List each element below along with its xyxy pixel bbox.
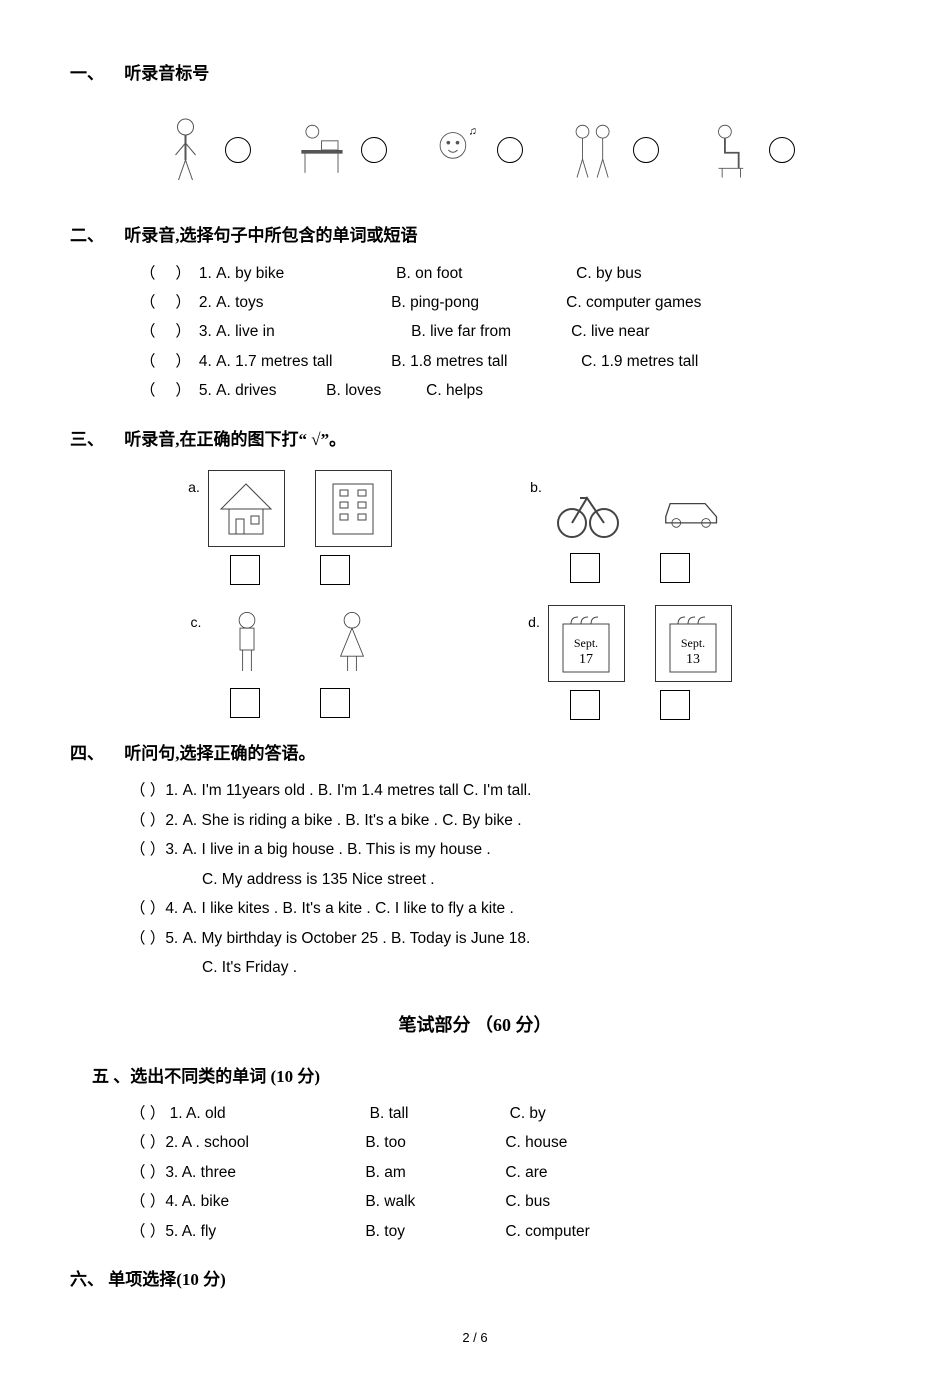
svg-text:Sept.: Sept. (574, 636, 598, 650)
blank-paren[interactable]: （ ） (130, 1164, 165, 1181)
section-num: 三、 (70, 424, 120, 456)
blank-paren[interactable]: （ ） (130, 1134, 165, 1151)
section-1-title: 一、 听录音标号 (70, 58, 880, 90)
panel-label-a: a. (188, 470, 200, 501)
img-item-5 (699, 110, 795, 190)
answer-circle[interactable] (361, 137, 387, 163)
answer-circle[interactable] (633, 137, 659, 163)
q4-5: （ ）5. A. My birthday is October 25 . B. … (70, 924, 880, 953)
standing-person-icon (155, 110, 215, 190)
checkbox[interactable] (320, 555, 350, 585)
answer-circle[interactable] (769, 137, 795, 163)
q2-1: （ ）1. A. by bikeB. on footC. by bus (70, 259, 880, 288)
img-item-4 (563, 110, 659, 190)
q5-1: （ ） 1. A. oldB. tallC. by (70, 1099, 880, 1128)
two-people-icon (563, 110, 623, 190)
page-footer: 2 / 6 (70, 1326, 880, 1351)
section-text: 听录音标号 (124, 64, 209, 83)
house-icon (208, 470, 285, 547)
svg-text:13: 13 (686, 652, 700, 667)
q2-5: （ ）5. A. drivesB. lovesC. helps (70, 376, 880, 405)
q4-2: （ ）2. A. She is riding a bike . B. It's … (70, 806, 880, 835)
q5-2: （ ）2. A . schoolB. tooC. house (70, 1128, 880, 1157)
checkbox[interactable] (570, 690, 600, 720)
apartment-icon (315, 470, 392, 547)
section-2-title: 二、 听录音,选择句子中所包含的单词或短语 (70, 220, 880, 252)
checkbox[interactable] (660, 690, 690, 720)
blank-paren[interactable]: （ ） (140, 353, 199, 370)
q4-3-cont: C. My address is 135 Nice street . (70, 865, 880, 894)
q4-3: （ ）3. A. I live in a big house . B. This… (70, 835, 880, 864)
checkbox[interactable] (230, 688, 260, 718)
section-text: 听录音,在正确的图下打“ √”。 (124, 430, 346, 449)
blank-paren[interactable]: （ ） (130, 812, 165, 829)
panel-label-d: d. (528, 605, 540, 636)
girl-icon (314, 605, 389, 680)
blank-paren[interactable]: （ ） (130, 1193, 165, 1210)
section-text: 听问句,选择正确的答语。 (124, 744, 315, 763)
calendar-sept17-icon: Sept. 17 (548, 605, 625, 682)
car-icon (655, 470, 730, 545)
blank-paren[interactable]: （ ） (130, 782, 165, 799)
section-6-title: 六、 单项选择(10 分) (70, 1264, 880, 1296)
desk-person-icon (291, 110, 351, 190)
bike-icon (550, 470, 625, 545)
section-5-questions: （ ） 1. A. oldB. tallC. by （ ）2. A . scho… (70, 1099, 880, 1246)
img-item-1 (155, 110, 251, 190)
blank-paren[interactable]: （ ） (140, 382, 199, 399)
q4-1: （ ）1. A. I'm 11years old . B. I'm 1.4 me… (70, 776, 880, 805)
answer-circle[interactable] (497, 137, 523, 163)
q2-4: （ ）4. A. 1.7 metres tallB. 1.8 metres ta… (70, 347, 880, 376)
blank-paren[interactable]: （ ） (140, 265, 199, 282)
boy-icon (209, 605, 284, 680)
section-4-questions: （ ）1. A. I'm 11years old . B. I'm 1.4 me… (70, 776, 880, 982)
svg-text:♫: ♫ (468, 126, 476, 138)
checkbox[interactable] (570, 553, 600, 583)
section-2-questions: （ ）1. A. by bikeB. on footC. by bus （ ）2… (70, 259, 880, 406)
q4-4: （ ）4. A. I like kites . B. It's a kite .… (70, 894, 880, 923)
section-num: 一、 (70, 58, 120, 90)
q2-2: （ ）2. A. toysB. ping-pongC. computer gam… (70, 288, 880, 317)
section-num: 四、 (70, 738, 120, 770)
sitting-person-icon (699, 110, 759, 190)
panel-d: d. Sept. 17 Sept. 13 (490, 605, 770, 720)
blank-paren[interactable]: （ ） (140, 294, 199, 311)
section-3-title: 三、 听录音,在正确的图下打“ √”。 (70, 424, 880, 456)
music-person-icon: ♫ (427, 110, 487, 190)
img-item-2 (291, 110, 387, 190)
blank-paren[interactable]: （ ） (130, 1223, 165, 1240)
panel-label-b: b. (530, 470, 542, 501)
calendar-sept13-icon: Sept. 13 (655, 605, 732, 682)
blank-paren[interactable]: （ ） (130, 1105, 165, 1122)
answer-circle[interactable] (225, 137, 251, 163)
section-4-title: 四、 听问句,选择正确的答语。 (70, 738, 880, 770)
section-3-grid: a. b. c. d. (150, 470, 880, 720)
checkbox[interactable] (660, 553, 690, 583)
svg-text:17: 17 (579, 652, 593, 667)
q5-4: （ ）4. A. bikeB. walkC. bus (70, 1187, 880, 1216)
panel-a: a. (150, 470, 430, 585)
section-1-images: ♫ (70, 110, 880, 190)
panel-label-c: c. (191, 605, 202, 636)
svg-text:Sept.: Sept. (681, 636, 705, 650)
checkbox[interactable] (320, 688, 350, 718)
blank-paren[interactable]: （ ） (130, 930, 165, 947)
section-5-title: 五 、选出不同类的单词 (10 分) (70, 1061, 880, 1093)
q4-5-cont: C. It's Friday . (70, 953, 880, 982)
q5-3: （ ）3. A. threeB. amC. are (70, 1158, 880, 1187)
blank-paren[interactable]: （ ） (140, 323, 199, 340)
q5-5: （ ）5. A. flyB. toyC. computer (70, 1217, 880, 1246)
blank-paren[interactable]: （ ） (130, 900, 165, 917)
panel-c: c. (150, 605, 430, 720)
q2-3: （ ）3. A. live inB. live far fromC. live … (70, 317, 880, 346)
written-part-title: 笔试部分 （60 分） (70, 1008, 880, 1042)
panel-b: b. (490, 470, 770, 585)
section-text: 听录音,选择句子中所包含的单词或短语 (124, 226, 417, 245)
img-item-3: ♫ (427, 110, 523, 190)
checkbox[interactable] (230, 555, 260, 585)
blank-paren[interactable]: （ ） (130, 841, 165, 858)
section-num: 二、 (70, 220, 120, 252)
